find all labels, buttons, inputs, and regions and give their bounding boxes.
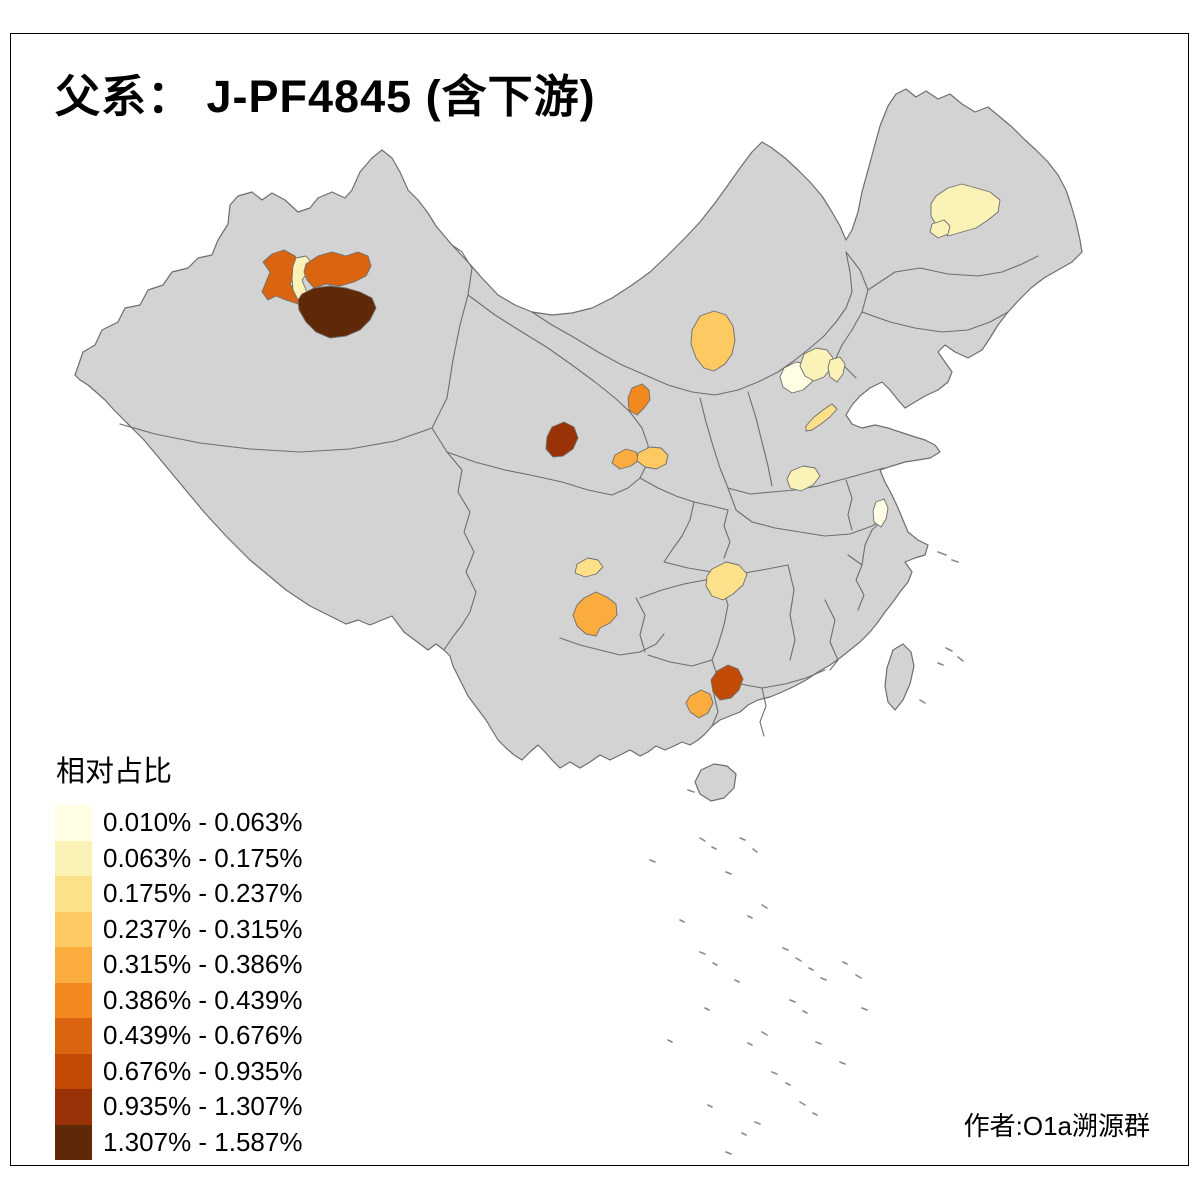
region-shandong-northwest: [805, 403, 838, 432]
region-heilongjiang-west: [930, 183, 1001, 237]
legend-row: 0.676% - 0.935%: [55, 1053, 303, 1089]
legend-label: 0.935% - 1.307%: [103, 1091, 303, 1122]
legend-row: 0.935% - 1.307%: [55, 1089, 302, 1125]
legend-label: 0.175% - 0.237%: [103, 878, 303, 909]
region-sichuan-central: [574, 557, 604, 578]
mainland-china-landmass: [74, 88, 1083, 769]
legend-label: 0.063% - 0.175%: [103, 842, 303, 873]
legend-row: 0.175% - 0.237%: [55, 876, 302, 912]
colored-regions: [261, 183, 1001, 719]
province-borders: [119, 244, 1039, 737]
legend-swatch: [55, 805, 92, 841]
legend-row: 0.439% - 0.676%: [55, 1018, 302, 1054]
region-gansu-east: [636, 446, 669, 470]
legend-row: 0.063% - 0.175%: [55, 840, 303, 876]
hainan-island: [694, 763, 737, 802]
region-inner-mongolia-west: [690, 310, 736, 372]
legend-row: 0.386% - 0.439%: [55, 982, 303, 1018]
legend-title: 相对占比: [56, 756, 173, 788]
legend-label: 0.010% - 0.063%: [103, 807, 303, 838]
region-hunan-west: [710, 664, 744, 701]
region-henan-northeast: [786, 465, 821, 492]
legend-row: 0.010% - 0.063%: [55, 805, 302, 841]
legend-items: 0.010% - 0.063% 0.063% - 0.175% 0.175% - 0…: [55, 805, 302, 1160]
legend-row: 0.315% - 0.386%: [55, 947, 302, 983]
legend-swatch: [55, 1018, 92, 1054]
legend-row: 0.237% - 0.315%: [55, 911, 303, 947]
legend-swatch: [55, 1089, 92, 1125]
legend-label: 1.307% - 1.587%: [103, 1126, 303, 1157]
region-guangxi-northeast: [685, 689, 714, 719]
region-guizhou-northeast: [705, 561, 748, 601]
region-beijing: [799, 347, 834, 382]
legend-swatch: [55, 1053, 92, 1089]
region-sichuan-south: [572, 591, 618, 637]
legend-row: 1.307% - 1.587%: [55, 1124, 303, 1160]
region-gansu-west: [611, 448, 640, 470]
legend-swatch: [55, 1124, 92, 1160]
legend: 相对占比 0.010% - 0.063% 0.063% - 0.175% 0.175…: [55, 748, 302, 1160]
region-qinghai-east: [545, 421, 579, 458]
region-xinjiang-southeast: [297, 285, 377, 339]
legend-swatch: [55, 982, 92, 1018]
region-xinjiang-northeast: [303, 251, 372, 289]
legend-swatch: [55, 840, 92, 876]
region-jiangsu-central: [872, 498, 889, 528]
south-china-sea-islets: [649, 551, 964, 1155]
attribution-text: 作者:O1a溯源群: [963, 1111, 1150, 1141]
legend-label: 0.439% - 0.676%: [103, 1020, 303, 1051]
legend-label: 0.386% - 0.439%: [103, 984, 303, 1015]
chart-title: 父系： J-PF4845 (含下游): [55, 71, 596, 122]
region-tianjin: [827, 356, 846, 383]
legend-label: 0.237% - 0.315%: [103, 913, 303, 944]
plot-frame: [10, 33, 1189, 1166]
legend-label: 0.315% - 0.386%: [103, 949, 303, 980]
legend-swatch: [55, 876, 92, 912]
legend-label: 0.676% - 0.935%: [103, 1055, 303, 1086]
legend-swatch: [55, 947, 92, 983]
region-heilongjiang-southwest: [929, 219, 951, 239]
legend-swatch: [55, 911, 92, 947]
region-ningxia: [627, 383, 651, 416]
taiwan-island: [884, 643, 915, 711]
